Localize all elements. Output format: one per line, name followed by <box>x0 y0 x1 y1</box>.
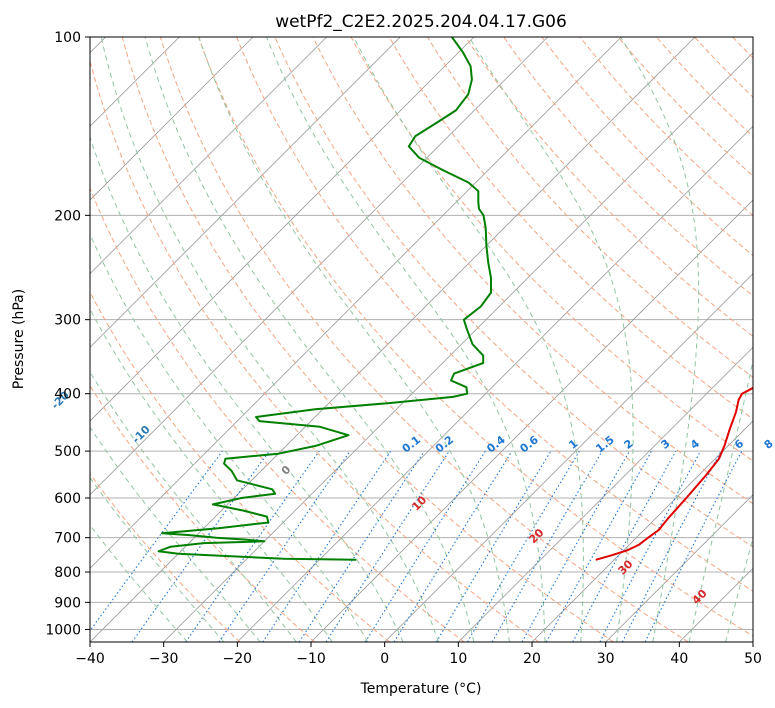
moist-adiabat-line <box>620 37 700 642</box>
dry-adiabat-line <box>90 291 390 642</box>
y-tick-label: 300 <box>54 313 81 329</box>
isotherm-line <box>90 37 327 275</box>
mixing-ratio-line <box>218 450 351 642</box>
mixing-ratio-line <box>325 450 450 642</box>
y-axis-ticks: 1000 900 800 700 600 500 400 300 200 100 <box>45 30 90 638</box>
mixing-ratio-line <box>393 450 513 642</box>
x-tick-label: −20 <box>223 651 253 667</box>
isotherm-line <box>90 37 622 569</box>
moist-adiabat-line <box>90 370 297 642</box>
mixing-ratio-line <box>364 450 486 642</box>
y-tick-label: 200 <box>54 208 81 224</box>
x-tick-label: −40 <box>75 651 105 667</box>
x-tick-label: 50 <box>744 651 762 667</box>
dry-adiabat-line <box>121 37 614 642</box>
dry-adiabat-line <box>426 37 753 378</box>
chart-title: wetPf2_C2E2.2025.204.04.17.G06 <box>275 12 567 32</box>
isotherm-line <box>90 37 254 201</box>
x-tick-label: 40 <box>670 651 688 667</box>
y-tick-label: 400 <box>54 387 81 403</box>
dry-adiabat-line <box>90 59 540 642</box>
mixing-ratio-line <box>90 450 223 632</box>
dry-adiabat-line <box>90 384 316 642</box>
x-tick-label: −10 <box>296 651 326 667</box>
plot-frame <box>89 36 754 643</box>
x-axis-ticks: −40 −30 −20 −10 0 10 20 30 40 50 <box>75 642 762 667</box>
isotherm-line <box>90 37 475 422</box>
isotherm-line <box>605 494 753 642</box>
y-tick-label: 900 <box>54 595 81 611</box>
isotherm-line <box>531 420 753 642</box>
isotherm-line <box>458 346 753 642</box>
isotherm-line <box>310 199 753 642</box>
x-tick-label: 20 <box>523 651 541 667</box>
y-tick-label: 1000 <box>45 622 81 638</box>
profile-lines <box>157 37 753 561</box>
dry-adiabat-line <box>159 37 689 642</box>
isotherm-line <box>384 273 753 642</box>
isotherm-line <box>237 125 753 642</box>
x-tick-label: 30 <box>597 651 615 667</box>
dry-adiabat-line <box>236 37 753 592</box>
moist-adiabat-line <box>90 476 225 642</box>
dewpoint-profile-line <box>157 37 492 561</box>
mixing-ratio-line <box>131 450 270 642</box>
y-tick-label: 600 <box>54 491 81 507</box>
moist-adiabat-line <box>90 135 404 642</box>
mixing-ratio-line <box>467 450 580 642</box>
moist-adiabat-line <box>90 426 261 642</box>
moist-adiabat-line <box>266 37 546 642</box>
x-axis-label: Temperature (°C) <box>360 681 482 697</box>
temperature-profile-line <box>595 386 753 561</box>
isotherm-line <box>90 37 696 642</box>
y-tick-label: 700 <box>54 531 81 547</box>
moist-adiabat-line <box>100 37 439 642</box>
moist-adiabat-line <box>353 37 584 642</box>
mixing-ratio-line <box>572 450 677 642</box>
dry-adiabat-line <box>579 37 753 217</box>
dry-adiabat-line <box>90 472 241 642</box>
dry-adiabat-line <box>274 37 753 548</box>
x-tick-label: −30 <box>149 651 179 667</box>
mixing-ratio-line <box>185 450 320 642</box>
x-tick-label: 0 <box>380 651 389 667</box>
isotherm-line <box>90 37 401 348</box>
y-tick-label: 100 <box>54 30 81 46</box>
y-tick-label: 800 <box>54 565 81 581</box>
mixing-ratio-line <box>435 450 552 642</box>
isotherm-line <box>90 37 548 496</box>
mixing-ratio-line <box>545 450 653 642</box>
dry-adiabat-line <box>90 186 465 642</box>
moist-adiabat-line <box>90 233 369 642</box>
moist-adiabat-line <box>90 524 188 642</box>
mixing-ratio-line <box>491 450 603 642</box>
moist-adiabat-line <box>144 37 475 642</box>
y-axis-label: Pressure (hPa) <box>11 289 27 389</box>
y-tick-label: 500 <box>54 444 81 460</box>
mixing-ratio-line <box>521 450 630 642</box>
dry-adiabat-line <box>350 37 753 462</box>
x-tick-label: 10 <box>449 651 467 667</box>
dry-adiabat-line <box>465 37 753 337</box>
